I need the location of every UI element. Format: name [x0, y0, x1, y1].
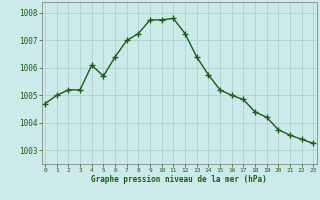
X-axis label: Graphe pression niveau de la mer (hPa): Graphe pression niveau de la mer (hPa): [91, 175, 267, 184]
